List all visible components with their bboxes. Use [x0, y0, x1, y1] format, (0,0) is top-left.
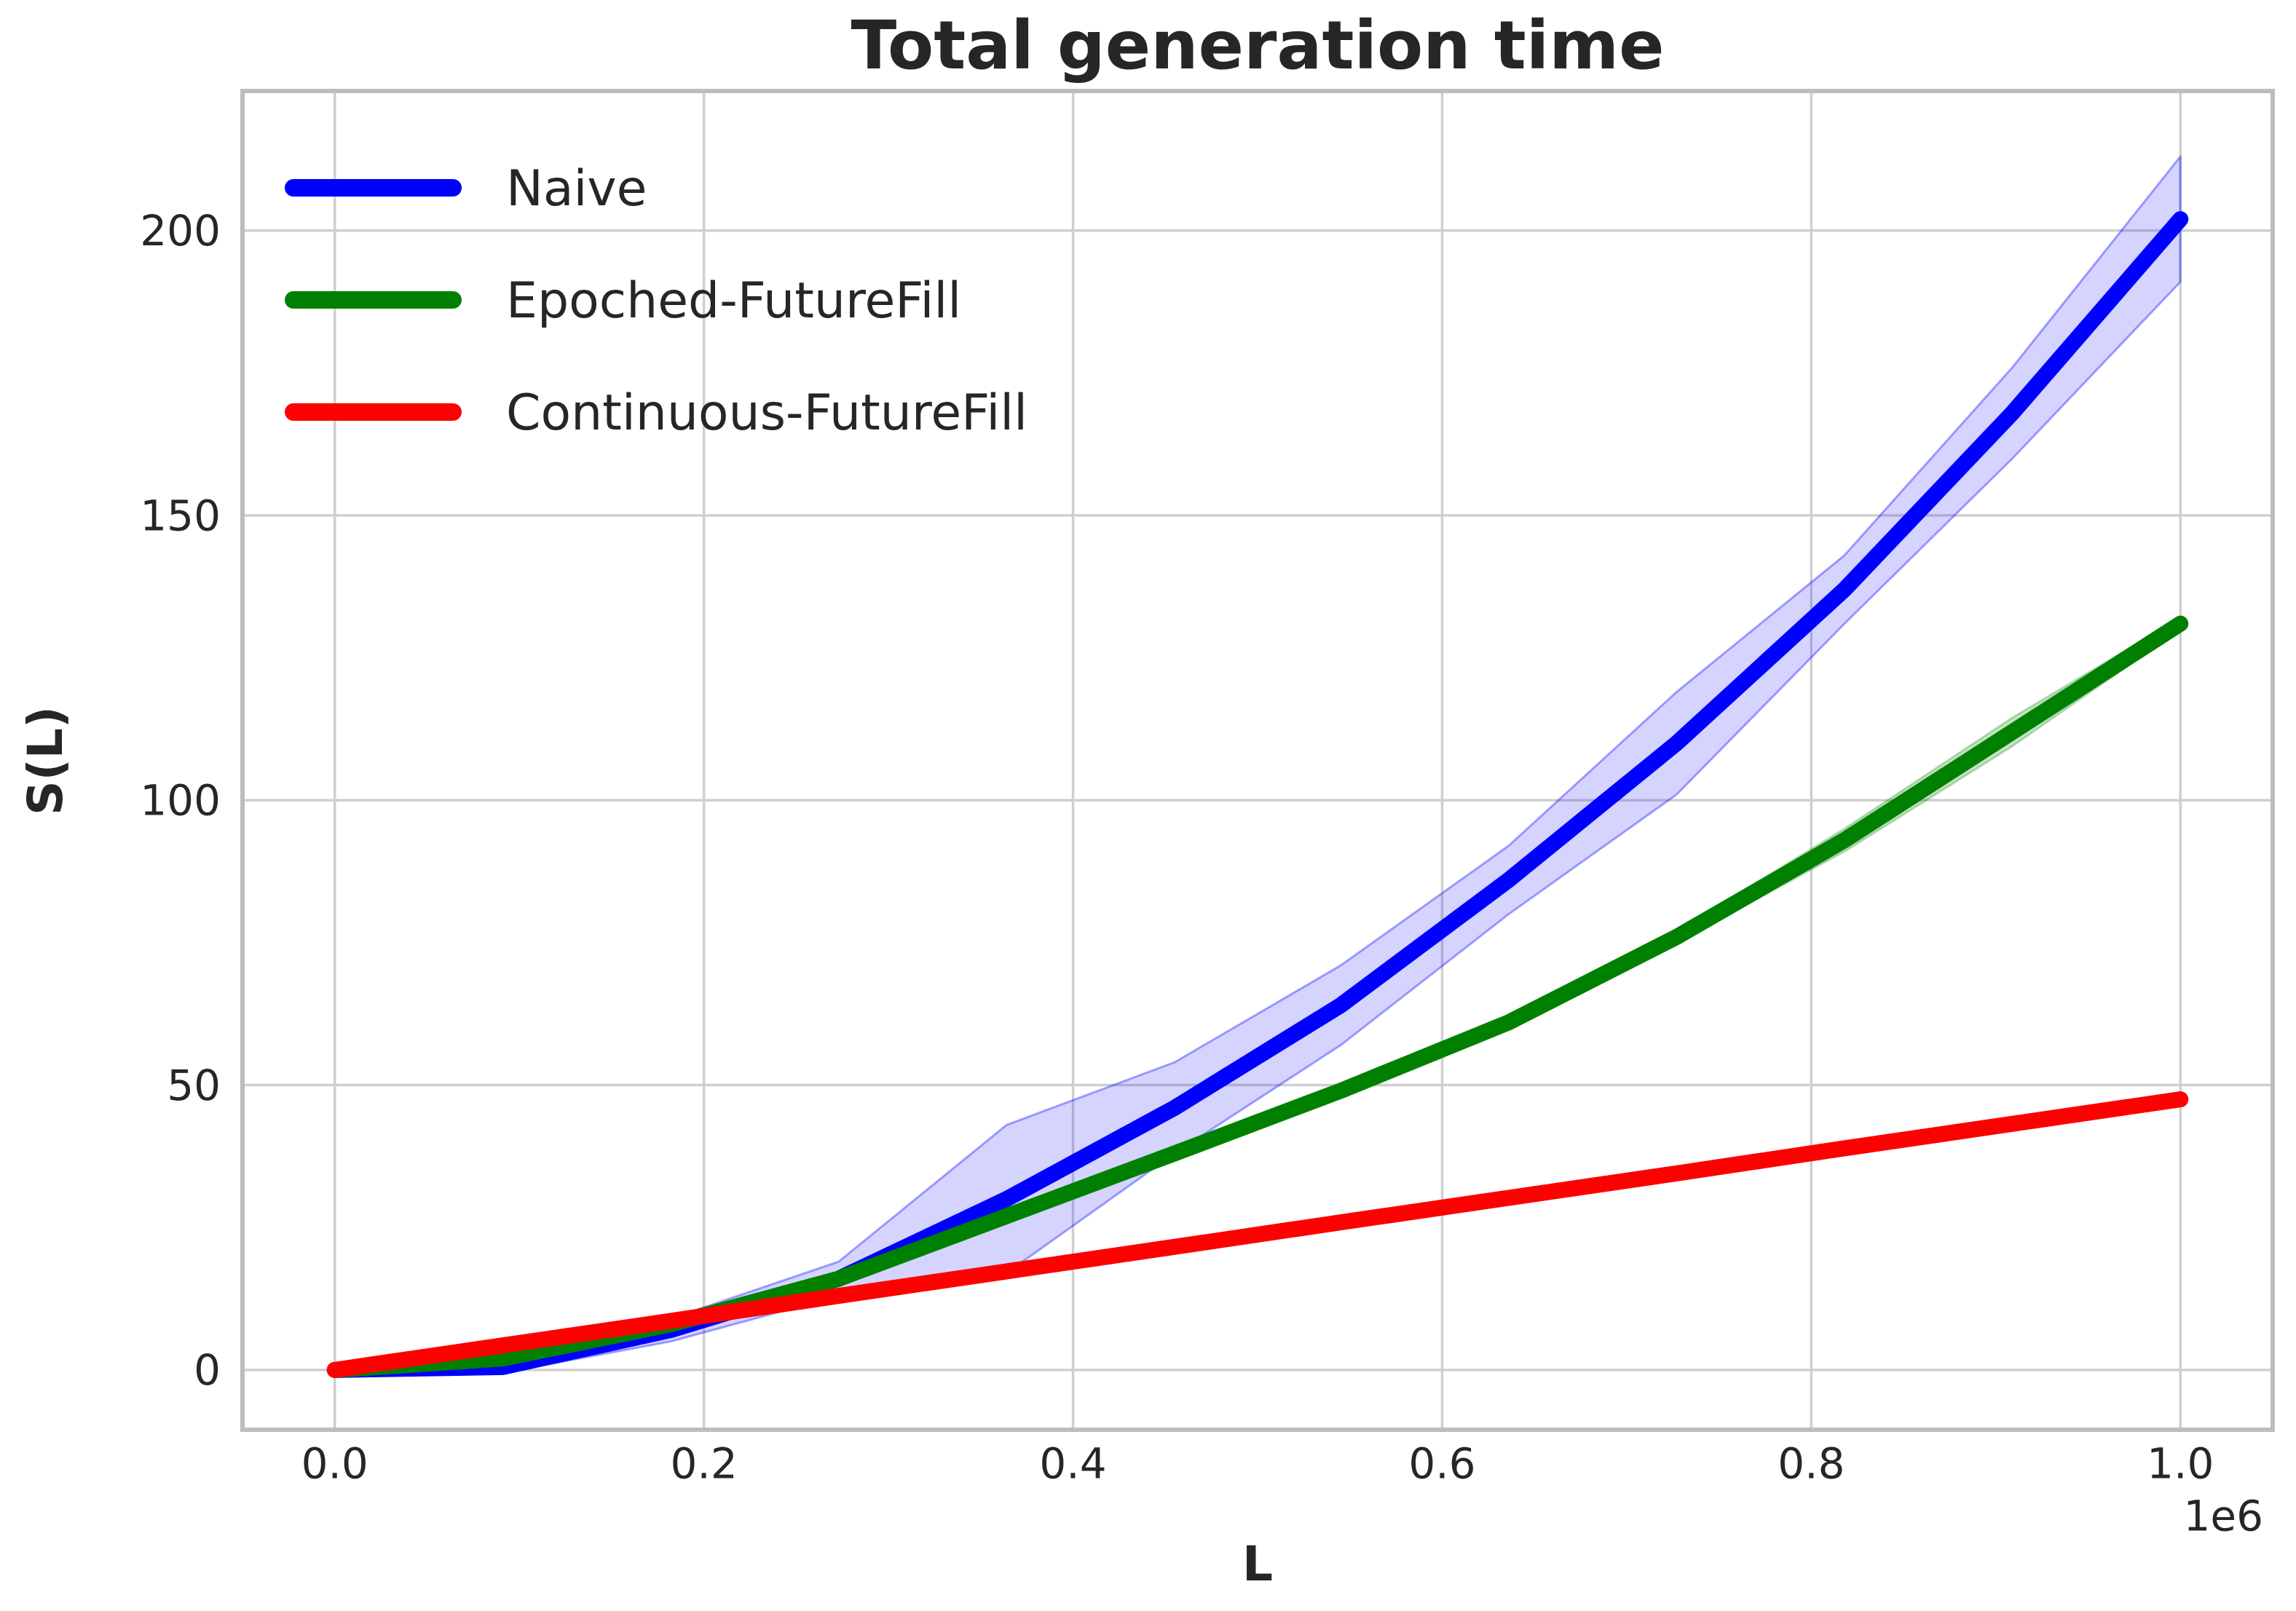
plot-background: [242, 91, 2273, 1430]
x-tick-label: 0.6: [1408, 1438, 1475, 1488]
y-tick-label: 0: [194, 1345, 221, 1395]
y-tick-label: 200: [140, 206, 221, 256]
tick-labels: 0.0 0.2 0.4 0.6 0.8 1.0 0 50 100 150 200: [140, 206, 2214, 1488]
x-axis-label: L: [1242, 1536, 1273, 1592]
axes-spines: [240, 89, 2275, 1432]
x-tick-label: 0.0: [301, 1438, 368, 1488]
legend-item-epoched-futurefill: Epoched-FutureFill: [285, 272, 961, 330]
y-tick-label: 100: [140, 776, 221, 826]
x-tick-label: 0.4: [1039, 1438, 1106, 1488]
legend-label-continuous-futurefill: Continuous-FutureFill: [506, 384, 1027, 442]
legend: Naive Epoched-FutureFill Continuous-Futu…: [285, 160, 1027, 442]
y-axis-label: S(L): [17, 706, 74, 815]
x-tick-label: 0.8: [1778, 1438, 1845, 1488]
y-tick-label: 150: [140, 491, 221, 540]
legend-label-naive: Naive: [506, 160, 647, 218]
y-tick-label: 50: [167, 1061, 221, 1110]
series-line-continuous-futurefill: [326, 1091, 2189, 1378]
chart-title: Total generation time: [851, 7, 1665, 84]
legend-item-continuous-futurefill: Continuous-FutureFill: [285, 384, 1027, 442]
x-tick-label: 0.2: [671, 1438, 738, 1488]
x-axis-offset-label: 1e6: [2184, 1491, 2264, 1540]
grid: [242, 91, 2273, 1430]
series-group: [326, 155, 2189, 1378]
legend-item-naive: Naive: [285, 160, 647, 218]
x-tick-label: 1.0: [2147, 1438, 2214, 1488]
legend-label-epoched-futurefill: Epoched-FutureFill: [506, 272, 961, 330]
